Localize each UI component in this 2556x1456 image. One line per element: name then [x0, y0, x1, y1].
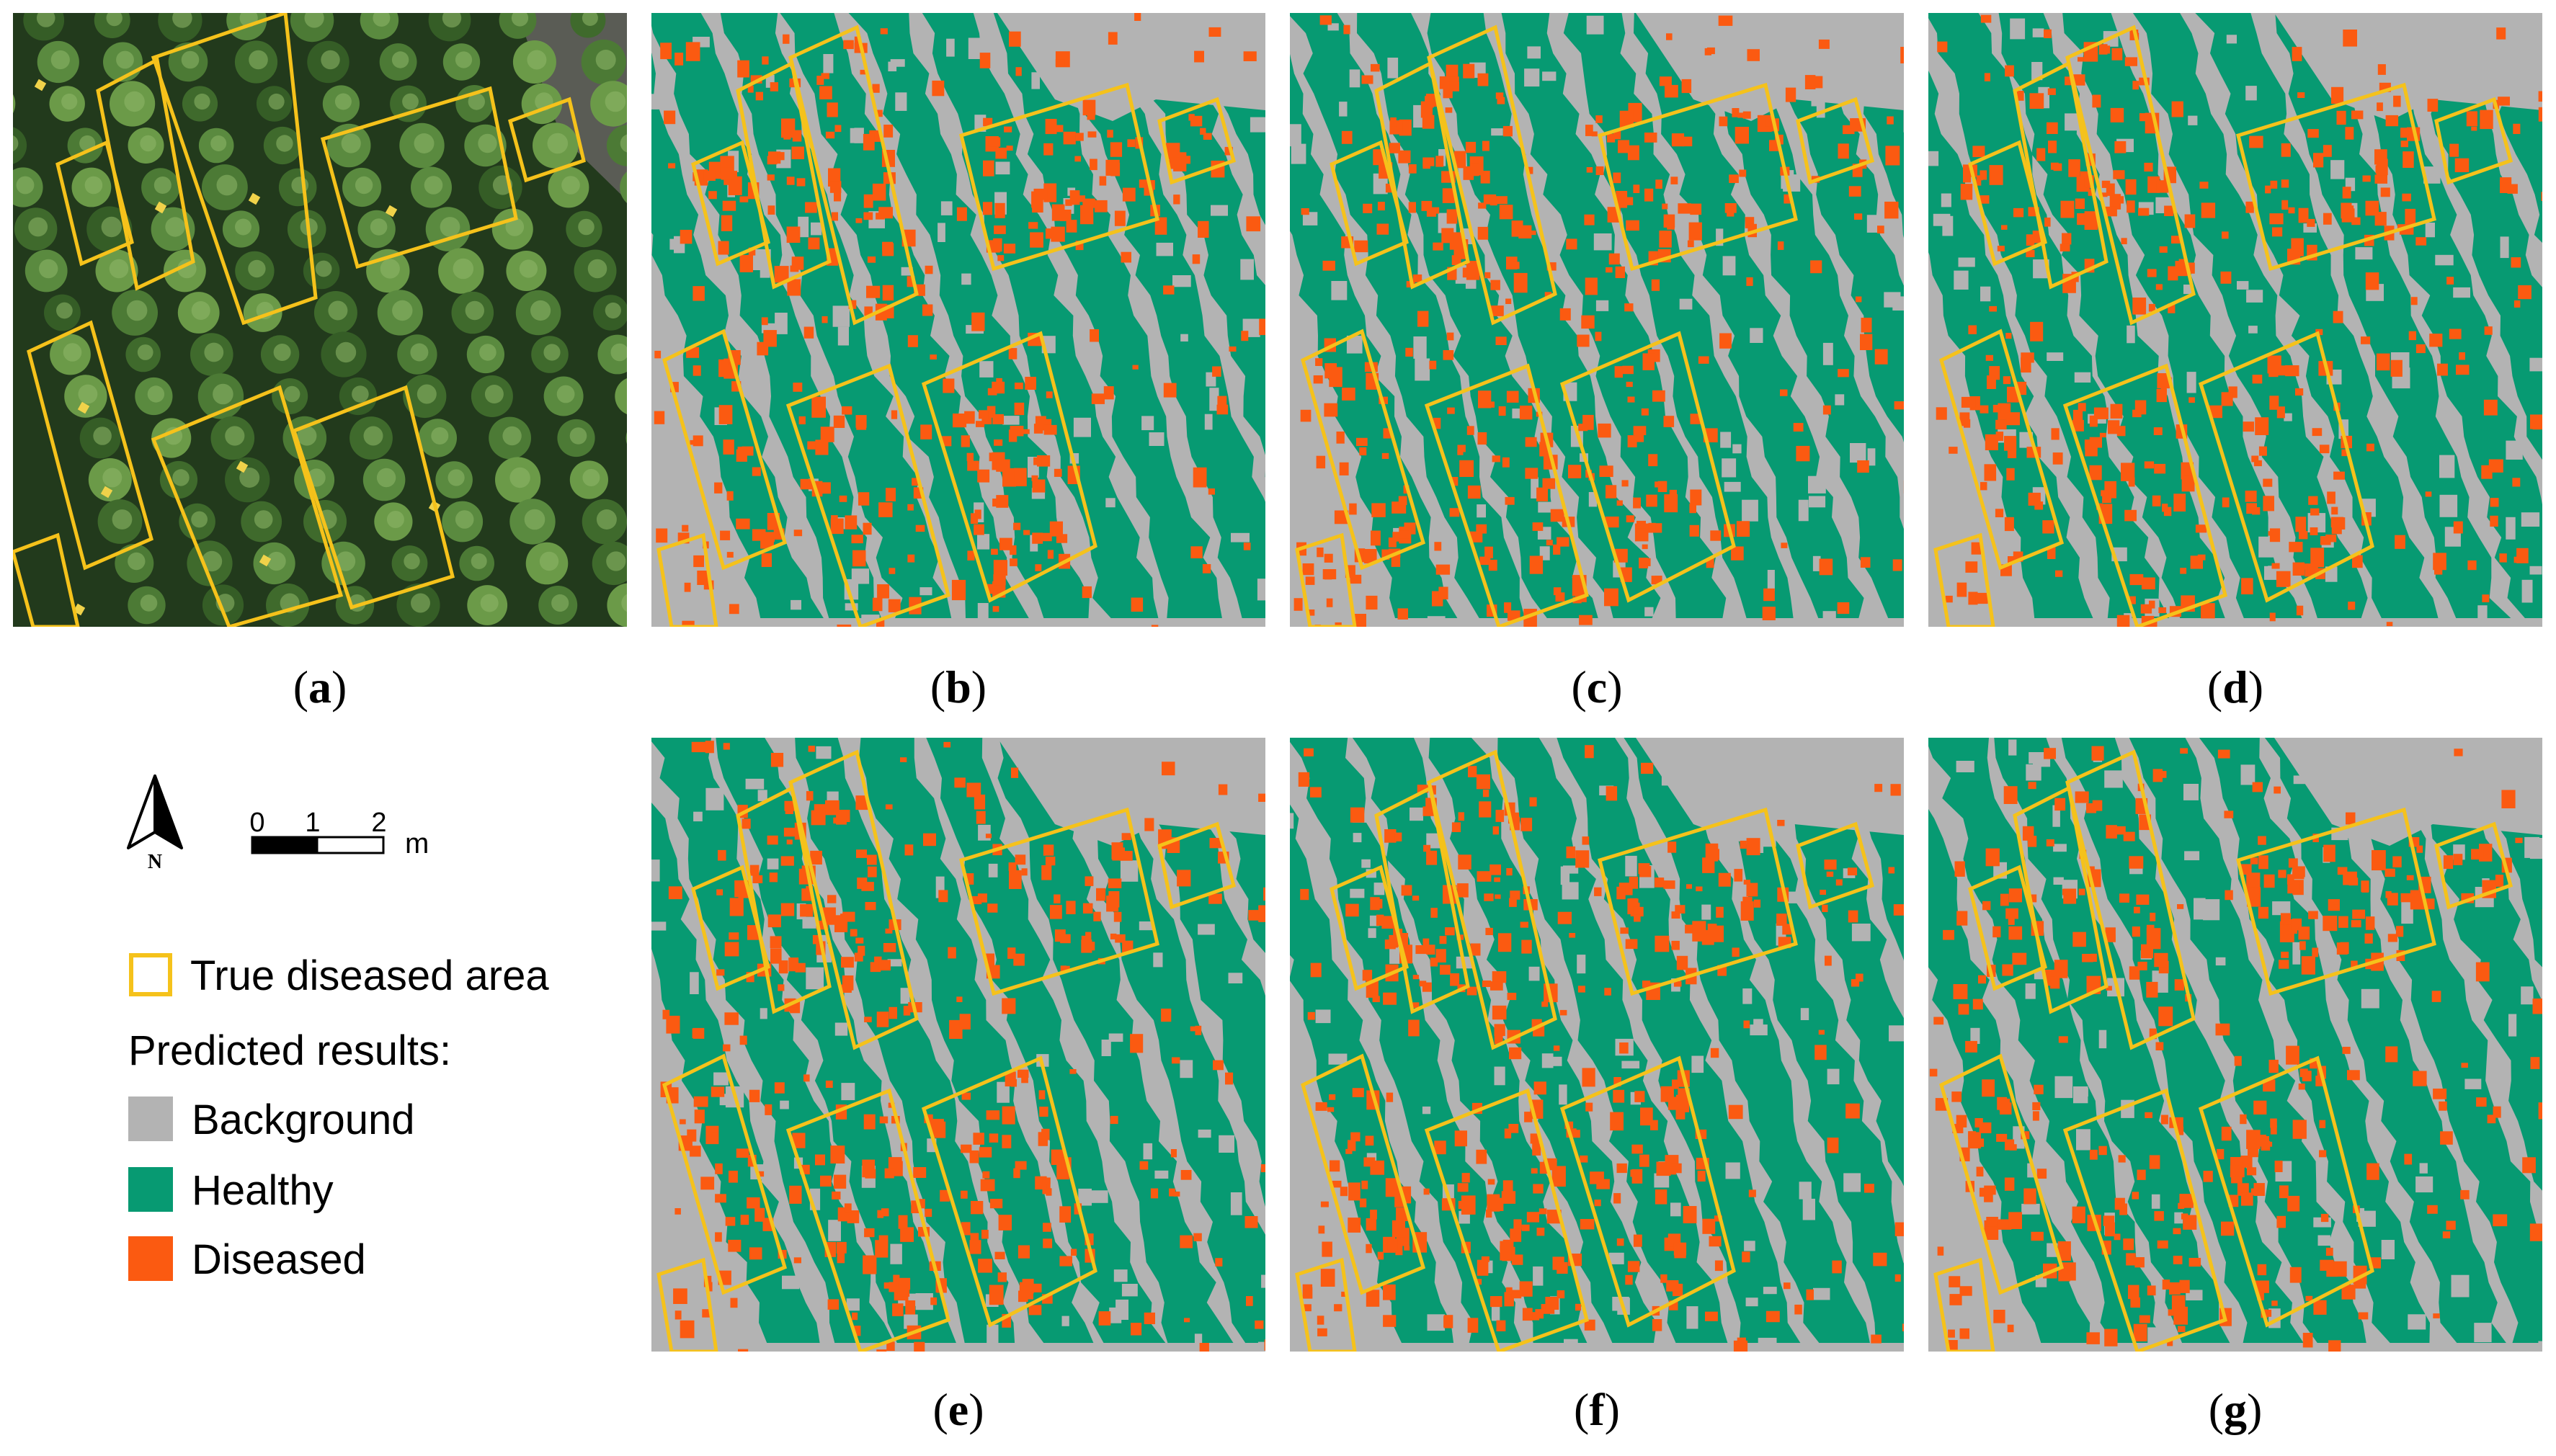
- caption-f: (f): [1574, 1384, 1620, 1435]
- panel-b-prediction-map: [651, 13, 1265, 627]
- scale-unit: m: [405, 828, 429, 859]
- scale-tick-1: 1: [305, 808, 320, 838]
- scale-tick-0: 0: [249, 808, 264, 838]
- prediction-map: [1290, 13, 1904, 627]
- prediction-map: [651, 738, 1265, 1352]
- prediction-map: [1928, 738, 2542, 1352]
- prediction-map: [1928, 13, 2542, 627]
- prediction-map: [1290, 738, 1904, 1352]
- legend-diseased: Diseased: [192, 1236, 366, 1283]
- diseased-swatch: [128, 1236, 173, 1281]
- panel-d-prediction-map: [1928, 13, 2542, 627]
- scale-bar: 0 1 2 m: [249, 808, 429, 859]
- panel-f-prediction-map: [1290, 738, 1904, 1352]
- aerial-image: [13, 13, 627, 627]
- legend-predicted-heading: Predicted results:: [128, 1027, 452, 1074]
- panel-g-prediction-map: [1928, 738, 2542, 1352]
- caption-e: (e): [932, 1384, 984, 1435]
- panel-c-prediction-map: [1290, 13, 1904, 627]
- north-label: N: [148, 851, 162, 872]
- legend-healthy: Healthy: [192, 1167, 334, 1214]
- panel-a-aerial-image: [13, 13, 627, 627]
- background-swatch: [128, 1097, 173, 1141]
- north-arrow-icon: N: [127, 774, 183, 872]
- panel-e-prediction-map: [651, 738, 1265, 1352]
- prediction-map: [651, 13, 1265, 627]
- healthy-swatch: [128, 1167, 173, 1212]
- caption-g: (g): [2208, 1384, 2263, 1435]
- legend-true-diseased-area: True diseased area: [190, 952, 549, 999]
- true-diseased-area-swatch: [129, 953, 172, 996]
- caption-a: (a): [293, 661, 347, 713]
- caption-c: (c): [1571, 661, 1623, 713]
- caption-b: (b): [930, 661, 987, 713]
- scale-tick-2: 2: [371, 808, 386, 838]
- caption-d: (d): [2207, 661, 2264, 713]
- legend-background: Background: [192, 1097, 415, 1143]
